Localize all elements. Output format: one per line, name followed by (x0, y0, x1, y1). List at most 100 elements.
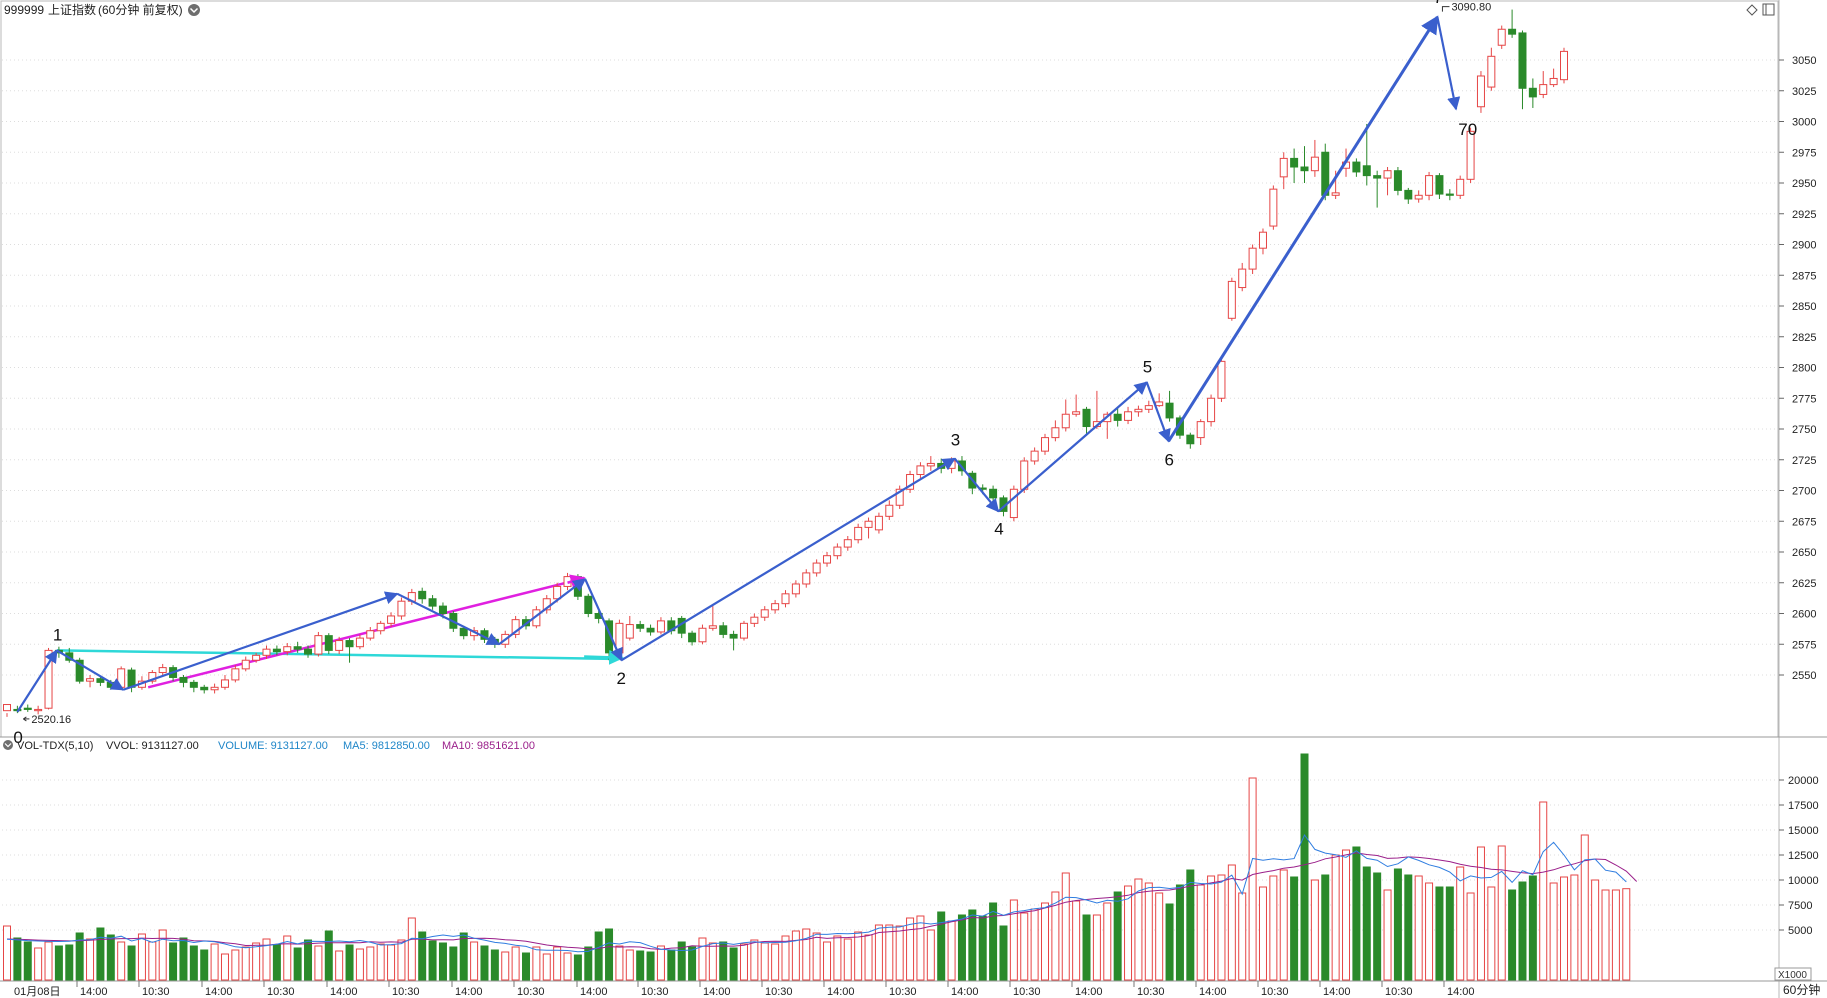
volume-bar (501, 951, 510, 981)
candle (335, 640, 344, 651)
diamond-icon[interactable] (1746, 4, 1758, 16)
volume-bar (573, 954, 582, 981)
candle (885, 504, 894, 517)
volume-bar (1207, 875, 1216, 981)
price-tick-label: 2825 (1792, 332, 1816, 344)
volume-bar (708, 942, 717, 981)
volume-bar (86, 938, 95, 981)
volume-bar (1009, 899, 1018, 981)
candle (1238, 268, 1247, 289)
wave-label: 3 (951, 431, 960, 450)
candle (252, 654, 261, 661)
candle (656, 620, 665, 633)
volume-bar (1487, 886, 1496, 981)
volume-bar (833, 935, 842, 981)
candle (625, 624, 634, 639)
candle (750, 616, 759, 624)
price-tick-label: 2625 (1792, 578, 1816, 590)
price-tick-label: 2575 (1792, 639, 1816, 651)
volume-bar (1435, 886, 1444, 981)
wave-label: 70 (1458, 120, 1477, 139)
candle (1165, 402, 1174, 419)
volume-bar (553, 946, 562, 981)
candle (1518, 32, 1527, 89)
volume-bar (1445, 886, 1454, 981)
time-tick-label: 14:00 (951, 986, 979, 998)
price-tick-label: 2975 (1792, 147, 1816, 159)
volume-bar (262, 938, 271, 981)
volume-bar (916, 915, 925, 981)
ma5-line (6, 833, 1627, 953)
candle (1352, 161, 1361, 173)
volume-bar (1414, 875, 1423, 981)
volume-tick-label: 12500 (1788, 850, 1819, 862)
chart-header: 999999 上证指数 (60分钟 前复权) (4, 2, 183, 17)
volume-bar (283, 935, 292, 981)
volume-bar (625, 949, 634, 981)
volume-bar (355, 948, 364, 981)
candle (874, 515, 883, 531)
candle (823, 555, 832, 564)
candle (75, 659, 84, 682)
volume-bar (1269, 875, 1278, 981)
volume-bar (957, 914, 966, 981)
volume-bar (522, 952, 530, 981)
candle (926, 462, 935, 467)
candle (854, 526, 863, 541)
high-callout-line (1441, 6, 1450, 12)
wave-segment-w4-5 (997, 381, 1148, 513)
wave-label: 0 (13, 728, 22, 747)
candle (304, 648, 313, 655)
volume-bar (65, 944, 74, 981)
candle (1061, 413, 1070, 429)
volume-bar (532, 946, 541, 981)
volume-bar (1041, 902, 1049, 981)
price-tick-label: 3025 (1792, 86, 1816, 98)
wave-label: 5 (1143, 357, 1152, 376)
candle (864, 520, 873, 528)
volume-bar (304, 939, 313, 981)
candle (1207, 397, 1216, 423)
candle (1227, 280, 1236, 319)
volume-bar (1217, 874, 1226, 981)
volume-indicator-title: VOL-TDX(5,10) (17, 740, 93, 752)
candle (23, 707, 32, 710)
candle (1020, 460, 1029, 490)
volume-bar (397, 939, 406, 981)
volume-bar (1238, 892, 1247, 981)
candle (553, 585, 562, 600)
volume-bar (729, 947, 738, 981)
candle (1476, 75, 1485, 108)
symbol-name: 上证指数 (48, 2, 96, 17)
settings-dropdown-icon[interactable] (188, 4, 200, 16)
time-tick-label: 10:30 (1137, 986, 1165, 998)
candle (708, 625, 717, 629)
volume-bar (96, 927, 105, 981)
price-tick-label: 2600 (1792, 609, 1816, 621)
volume-bar (324, 930, 333, 981)
volume-bar (1497, 845, 1506, 981)
volume-bar (1113, 891, 1122, 981)
time-tick-label: 14:00 (1447, 986, 1475, 998)
wave-label-layer: 0 1 2 3 4 5 6 7 70 2520.16 3090.80 (13, 0, 1491, 747)
volume-bar (44, 941, 53, 981)
volume-dropdown-icon[interactable] (3, 740, 13, 750)
volume-bar (1165, 903, 1174, 981)
price-tick-label: 2875 (1792, 270, 1816, 282)
candle (1124, 411, 1133, 421)
panel-toggle-icon[interactable] (1762, 3, 1775, 16)
period-label[interactable]: 60分钟 (1783, 982, 1820, 997)
volume-bar (1466, 892, 1475, 981)
volume-bar (656, 945, 665, 981)
volume-bar (1476, 846, 1485, 981)
volume-bar (1279, 869, 1288, 981)
candle (428, 598, 437, 607)
candle (1009, 488, 1018, 519)
time-tick-label: 10:30 (517, 986, 545, 998)
price-axis: 3050 3025 3000 2975 2950 2925 2900 2875 2850 2825… (1779, 55, 1816, 682)
volume-bar (366, 946, 375, 981)
candle (1393, 170, 1402, 191)
volume-bar (542, 953, 551, 981)
volume-bar (1393, 868, 1402, 981)
